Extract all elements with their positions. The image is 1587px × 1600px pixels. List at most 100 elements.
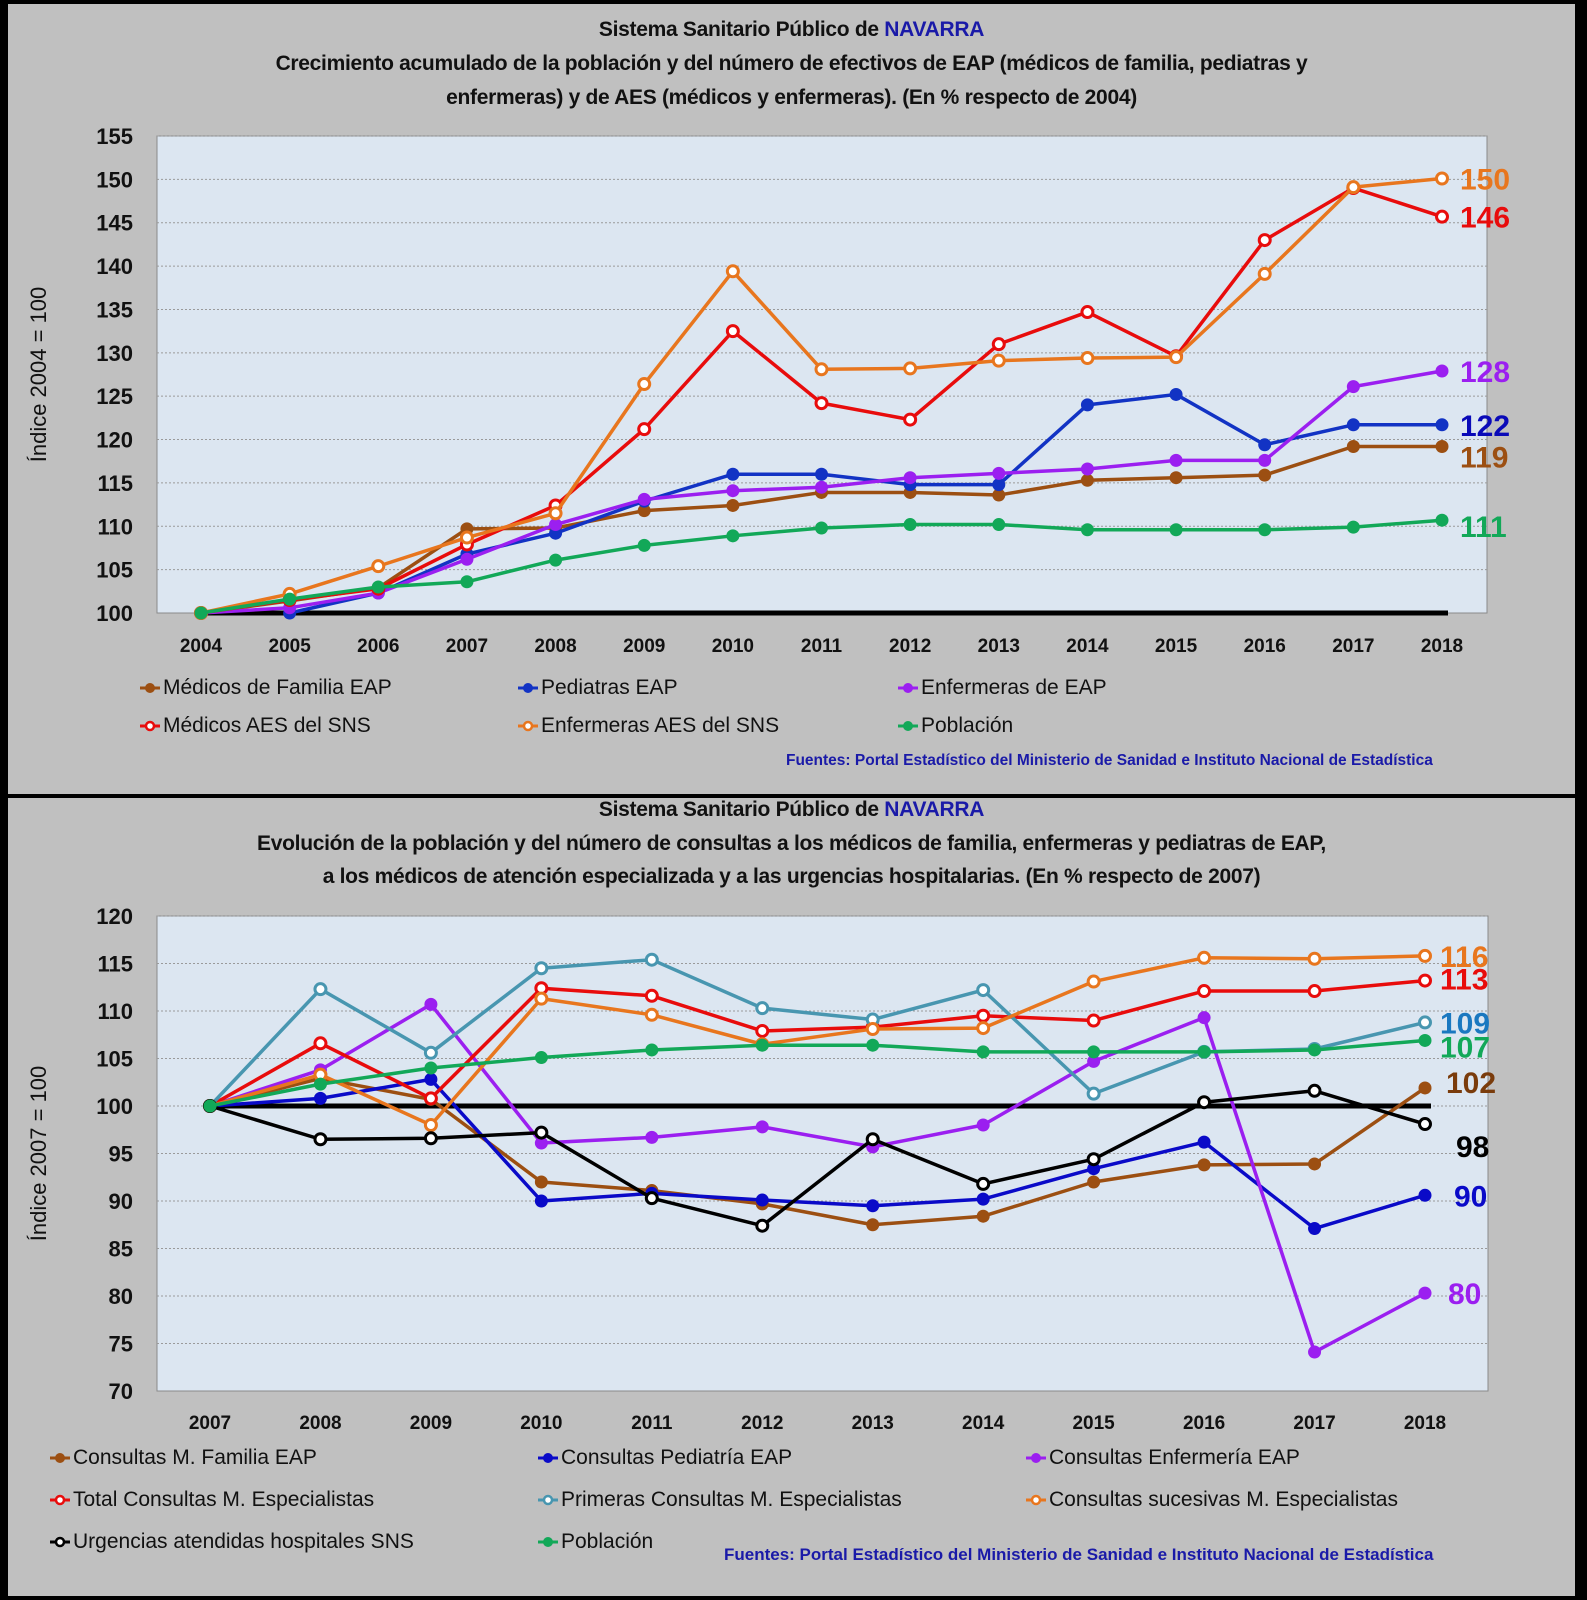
data-point (976, 1118, 990, 1132)
data-point (1307, 984, 1322, 999)
legend-label: Consultas Pediatría EAP (561, 1446, 793, 1469)
data-point (814, 396, 829, 411)
data-point (1197, 1158, 1211, 1172)
data-point (371, 580, 385, 594)
data-point (814, 362, 829, 377)
x-tick-label: 2008 (299, 1413, 341, 1434)
legend-label: Total Consultas M. Especialistas (73, 1488, 375, 1511)
panel-title-line3: a los médicos de atención especializada … (322, 865, 1261, 888)
open-circle-marker-icon (518, 720, 538, 732)
data-point (755, 1023, 770, 1038)
x-tick-label: 2018 (1421, 636, 1463, 657)
end-value-label: 128 (1460, 356, 1510, 389)
data-point (1308, 1222, 1322, 1236)
x-tick-label: 2008 (534, 636, 576, 657)
series-line (209, 978, 1426, 1108)
title-prefix: Sistema Sanitario Público de (598, 798, 885, 821)
data-point (637, 492, 651, 506)
x-tick-label: 2013 (852, 1413, 894, 1434)
end-value-label: 119 (1460, 441, 1508, 474)
y-tick-label: 115 (98, 952, 134, 977)
series-line (209, 1076, 1426, 1227)
series-total-consultas-m-especialistas: 113 (203, 964, 1488, 1113)
line-chart-staff-growth: 100 105 110 115 120 125 130 135 140 145 150 155 Índi… (26, 124, 1510, 657)
x-tick-label: 2004 (180, 636, 223, 657)
data-point (459, 530, 474, 545)
data-point (815, 467, 828, 481)
data-point (1169, 523, 1183, 537)
filled-circle-marker-icon (140, 683, 160, 693)
data-point (1258, 468, 1272, 482)
data-point (1435, 364, 1449, 378)
data-point (726, 484, 740, 498)
data-point (1346, 439, 1360, 453)
x-tick-label: 2011 (631, 1413, 673, 1434)
data-point (1197, 1095, 1212, 1110)
title-prefix: Sistema Sanitario Público de (598, 18, 885, 41)
data-point (992, 478, 1006, 492)
y-tick-label: 90 (109, 1189, 133, 1214)
legend-item-pediatras-eap: Pediatras EAP (516, 676, 678, 700)
y-tick-label: 95 (109, 1142, 133, 1167)
legend-item-consultas-pediatria-eap: Consultas Pediatría EAP (536, 1446, 792, 1470)
data-point (1435, 513, 1449, 527)
data-point (866, 1218, 880, 1232)
data-point (637, 377, 652, 392)
end-value-label: 90 (1454, 1180, 1487, 1213)
end-value-label: 116 (1440, 941, 1488, 974)
data-point (534, 1051, 548, 1065)
data-point (1435, 439, 1449, 453)
legend-item-consultas-sucesivas-m-especialistas: Consultas sucesivas M. Especialistas (1024, 1488, 1398, 1512)
data-point (755, 1218, 770, 1233)
series-line (289, 392, 1442, 615)
data-point (1418, 1286, 1432, 1300)
data-point (725, 264, 740, 279)
x-tick-label: 2012 (741, 1413, 783, 1434)
data-point (976, 983, 991, 998)
data-point (1307, 1083, 1322, 1098)
panel-title-line2: Evolución de la población y del número d… (257, 832, 1326, 855)
open-circle-marker-icon (50, 1494, 70, 1506)
data-point (1258, 453, 1272, 467)
data-point (1080, 473, 1094, 487)
series-line (209, 954, 1426, 1127)
data-point (1418, 948, 1432, 963)
data-point (423, 1131, 438, 1146)
data-point (815, 480, 828, 494)
data-point (866, 1199, 880, 1213)
data-point (645, 1043, 659, 1057)
data-point (1080, 462, 1094, 476)
data-point (1257, 266, 1272, 281)
filled-circle-marker-icon (538, 1537, 558, 1547)
data-point (313, 1091, 327, 1105)
data-point (1435, 171, 1449, 186)
data-point (976, 1021, 991, 1036)
legend-item-urgencias-atendidas-hospitales-sns: Urgencias atendidas hospitales SNS (48, 1530, 414, 1554)
data-point (637, 538, 651, 552)
data-point (992, 466, 1006, 480)
x-tick-label: 2015 (1072, 1413, 1115, 1434)
data-point (423, 1045, 438, 1060)
end-value-label: 107 (1440, 1031, 1490, 1064)
legend-item-medicos-aes-del-sns: Médicos AES del SNS (138, 714, 371, 738)
data-point (313, 1132, 328, 1147)
series-poblacion: 107 (203, 1031, 1490, 1113)
y-tick-label: 140 (96, 254, 133, 279)
x-tick-label: 2018 (1404, 1413, 1446, 1434)
data-point (644, 952, 659, 967)
series-poblacion: 111 (194, 511, 1507, 620)
y-tick-label: 80 (109, 1284, 133, 1309)
series-consultas-enfermeria-eap: 80 (203, 997, 1481, 1359)
data-point (1086, 1013, 1101, 1028)
data-point (534, 1194, 548, 1208)
data-point (1080, 398, 1094, 412)
data-point (283, 592, 297, 606)
x-tick-label: 2011 (801, 636, 843, 657)
data-point (1169, 471, 1183, 485)
data-point (549, 518, 563, 532)
data-point (644, 1007, 659, 1022)
data-point (534, 1175, 548, 1189)
legend-item-poblacion: Población (536, 1530, 653, 1554)
end-value-label: 98 (1456, 1131, 1489, 1164)
data-point (534, 961, 549, 976)
